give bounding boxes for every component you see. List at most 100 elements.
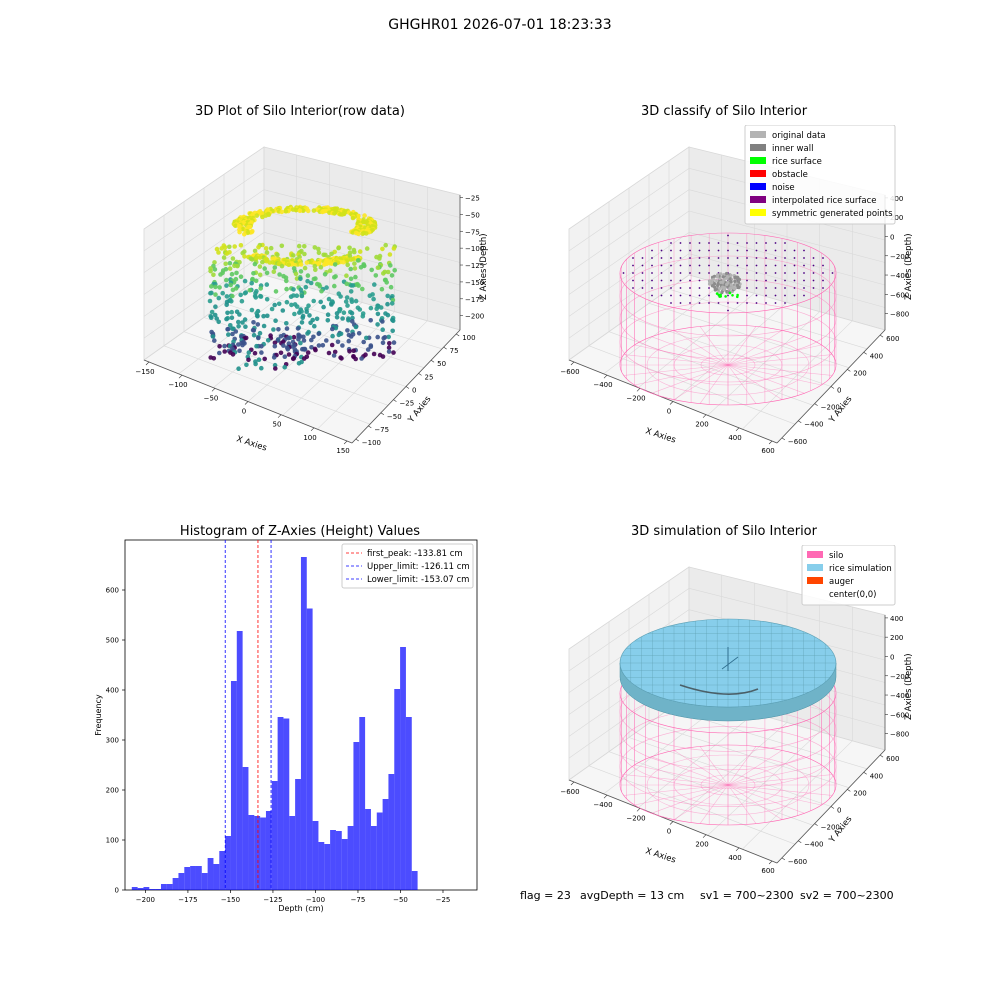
data-point: [385, 293, 391, 299]
interpolated-point: [727, 249, 729, 252]
interpolated-point: [727, 257, 729, 259]
data-point: [282, 364, 287, 370]
flag-text: flag = 23: [520, 889, 571, 902]
histogram-bar: [219, 851, 226, 890]
data-point: [320, 209, 325, 215]
data-point: [300, 315, 305, 321]
histogram-bar: [277, 717, 284, 890]
data-point: [346, 317, 351, 323]
histogram-bar: [271, 781, 278, 890]
classified-point: [735, 283, 740, 288]
data-point: [268, 245, 274, 251]
data-point: [213, 292, 218, 297]
data-point: [207, 298, 213, 304]
silo-floor-spoke: [673, 784, 729, 820]
data-point: [352, 249, 357, 255]
data-point: [284, 326, 290, 331]
legend-swatch: [750, 144, 766, 151]
data-point: [256, 244, 261, 250]
legend-swatch: [750, 157, 766, 164]
histogram-bar: [160, 884, 167, 890]
data-point: [286, 352, 292, 357]
interpolated-point: [632, 257, 634, 259]
data-point: [238, 274, 244, 279]
interpolated-point: [765, 294, 767, 297]
data-point: [380, 319, 385, 324]
data-point: [236, 319, 241, 325]
data-point: [263, 246, 269, 251]
silo-floor-spoke: [727, 364, 822, 386]
classified-point: [721, 285, 725, 289]
silo-floor-ring: [700, 354, 756, 376]
data-point: [208, 290, 213, 296]
data-point: [237, 312, 242, 317]
interpolated-point: [784, 264, 786, 267]
data-point: [332, 275, 337, 280]
panel4-xlabel: X Axies: [644, 846, 677, 865]
legend-label: Lower_limit: -153.07 cm: [367, 575, 469, 585]
data-point: [249, 280, 254, 286]
data-point: [255, 322, 261, 327]
interpolated-point: [765, 257, 767, 259]
data-point: [292, 311, 297, 317]
z-tick-label: −50: [465, 211, 480, 219]
data-point: [383, 242, 389, 248]
data-point: [381, 271, 386, 276]
z-tick-label: −150: [465, 279, 484, 287]
histogram-bar: [347, 826, 354, 890]
interpolated-point: [708, 249, 710, 252]
data-point: [379, 286, 385, 292]
data-point: [302, 265, 308, 271]
interpolated-point: [632, 279, 634, 282]
data-point: [272, 265, 278, 270]
y-tick-label: 200: [853, 369, 866, 377]
silo-floor-spoke: [623, 784, 729, 796]
histogram-bar: [143, 887, 150, 890]
data-point: [277, 272, 282, 277]
x-tick-label: 600: [761, 867, 774, 875]
z-tick-label: 200: [890, 214, 903, 222]
interpolated-point: [708, 242, 710, 244]
histogram-bar: [330, 830, 336, 890]
data-point: [224, 316, 229, 322]
data-point: [298, 287, 304, 292]
silo-floor-ring: [646, 754, 810, 816]
data-point: [385, 269, 391, 275]
panel4-legend: silo rice simulation auger center(0,0): [801, 545, 896, 606]
histogram-bar: [184, 867, 191, 890]
data-point: [229, 309, 234, 315]
data-point: [388, 284, 394, 290]
data-point: [372, 282, 377, 287]
data-point: [334, 311, 340, 316]
interpolated-point: [670, 294, 672, 297]
data-point: [240, 320, 245, 325]
data-point: [258, 286, 263, 291]
data-point: [217, 344, 222, 349]
data-point: [222, 349, 227, 354]
classified-point: [708, 281, 712, 285]
data-point: [333, 325, 339, 331]
data-point: [261, 313, 266, 319]
data-point: [307, 313, 312, 318]
classified-point: [729, 273, 733, 277]
data-point: [295, 326, 301, 331]
interpolated-point: [812, 287, 815, 289]
data-point: [305, 273, 311, 278]
data-point: [386, 345, 392, 350]
interpolated-point: [689, 242, 691, 244]
data-point: [338, 294, 343, 299]
data-point: [353, 298, 359, 304]
data-point: [332, 349, 338, 355]
legend-label: silo: [829, 551, 843, 561]
data-point: [375, 334, 380, 340]
data-point: [244, 362, 249, 368]
histogram-bar: [376, 812, 383, 890]
data-point: [261, 323, 267, 329]
data-point: [322, 272, 328, 277]
silo-floor-spoke: [651, 336, 729, 366]
data-point: [293, 207, 299, 213]
rice-surface-point: [728, 291, 732, 295]
data-point: [236, 366, 241, 371]
data-point: [257, 330, 263, 336]
interpolated-point: [755, 249, 758, 252]
